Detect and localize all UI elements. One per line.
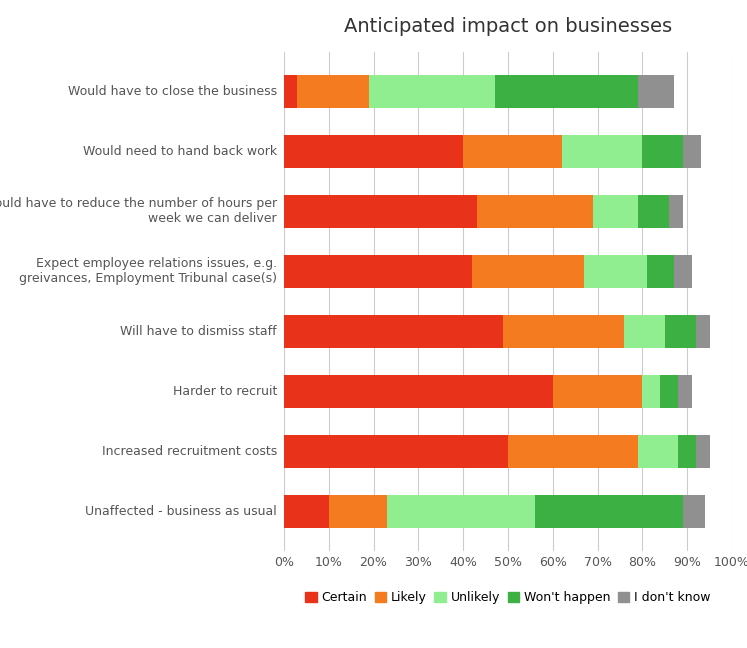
Bar <box>495 75 638 108</box>
Bar <box>642 375 660 408</box>
Bar <box>678 435 696 468</box>
Bar <box>669 194 683 227</box>
Legend: Certain, Likely, Unlikely, Won't happen, I don't know: Certain, Likely, Unlikely, Won't happen,… <box>300 586 716 609</box>
Bar <box>284 135 463 168</box>
Bar <box>284 315 503 348</box>
Title: Anticipated impact on businesses: Anticipated impact on businesses <box>344 17 672 36</box>
Bar <box>638 75 674 108</box>
Bar <box>696 435 710 468</box>
Bar <box>638 194 669 227</box>
Bar <box>503 315 624 348</box>
Bar <box>660 375 678 408</box>
Bar <box>284 194 477 227</box>
Bar <box>696 315 710 348</box>
Bar <box>297 75 369 108</box>
Bar <box>665 315 696 348</box>
Bar <box>284 435 508 468</box>
Bar <box>508 435 638 468</box>
Bar <box>642 135 683 168</box>
Bar <box>674 255 692 288</box>
Bar <box>477 194 593 227</box>
Bar <box>584 255 647 288</box>
Bar <box>284 75 297 108</box>
Bar <box>329 495 387 528</box>
Bar <box>624 315 665 348</box>
Bar <box>593 194 638 227</box>
Bar <box>387 495 535 528</box>
Bar <box>463 135 562 168</box>
Bar <box>369 75 495 108</box>
Bar <box>638 435 678 468</box>
Bar <box>683 135 701 168</box>
Bar <box>535 495 683 528</box>
Bar <box>678 375 692 408</box>
Bar <box>284 495 329 528</box>
Bar <box>284 255 472 288</box>
Bar <box>647 255 674 288</box>
Bar <box>472 255 584 288</box>
Bar <box>553 375 642 408</box>
Bar <box>683 495 705 528</box>
Bar <box>562 135 642 168</box>
Bar <box>284 375 553 408</box>
